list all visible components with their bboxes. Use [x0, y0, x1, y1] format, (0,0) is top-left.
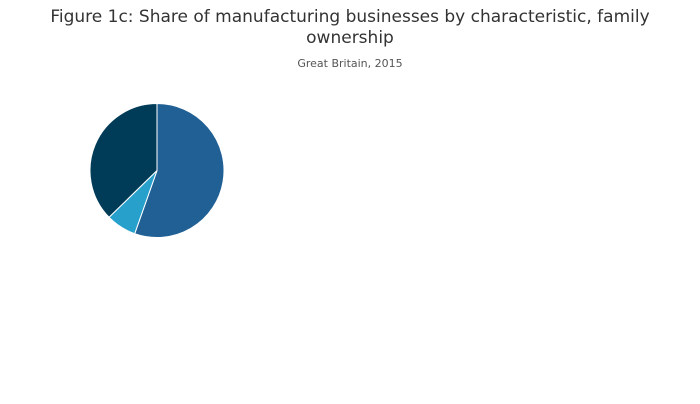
pie-slices [89, 102, 225, 238]
chart-title-line-1: Figure 1c: Share of manufacturing busine… [50, 7, 650, 27]
chart-title: Figure 1c: Share of manufacturing busine… [0, 7, 700, 49]
chart-subtitle: Great Britain, 2015 [297, 57, 403, 70]
pie-slice-3[interactable] [89, 102, 158, 218]
chart-title-line-2: ownership [306, 28, 394, 48]
